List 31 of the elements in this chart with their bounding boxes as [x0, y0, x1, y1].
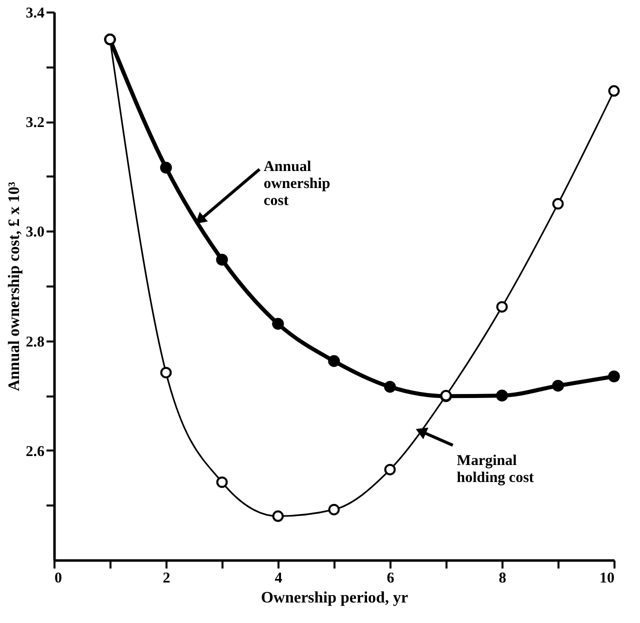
x-tick-label: 6 — [386, 570, 395, 586]
y-axis-title: Annual ownership cost, £ x 10³ — [6, 182, 23, 392]
point — [384, 380, 396, 393]
x-tick-label: 10 — [600, 570, 614, 586]
point — [608, 85, 620, 97]
point — [384, 464, 396, 476]
point — [496, 390, 508, 402]
point — [272, 318, 284, 330]
point — [552, 198, 564, 210]
point — [160, 162, 172, 174]
y-tick-label: 2.6 — [26, 444, 45, 460]
y-tick-label: 2.8 — [26, 334, 44, 350]
point — [496, 301, 508, 313]
point — [160, 366, 172, 378]
point — [272, 510, 284, 522]
y-tick-label: 3.4 — [26, 6, 45, 22]
point — [608, 370, 620, 382]
point — [216, 254, 228, 266]
point — [552, 380, 564, 392]
point — [216, 476, 228, 488]
point — [328, 504, 340, 516]
x-axis-title: Ownership period, yr — [260, 590, 408, 606]
x-tick-label: 2 — [162, 570, 170, 586]
point — [328, 355, 340, 367]
x-tick-label: 8 — [498, 570, 506, 586]
annotation: Marginal holding cost — [456, 453, 534, 486]
x-tick-label: 4 — [274, 570, 283, 586]
y-tick-label: 3.0 — [26, 224, 44, 241]
annotation: Annual ownership cost — [264, 159, 330, 210]
x-tick-label: 0 — [54, 570, 62, 586]
y-tick-label: 3.2 — [26, 115, 44, 132]
